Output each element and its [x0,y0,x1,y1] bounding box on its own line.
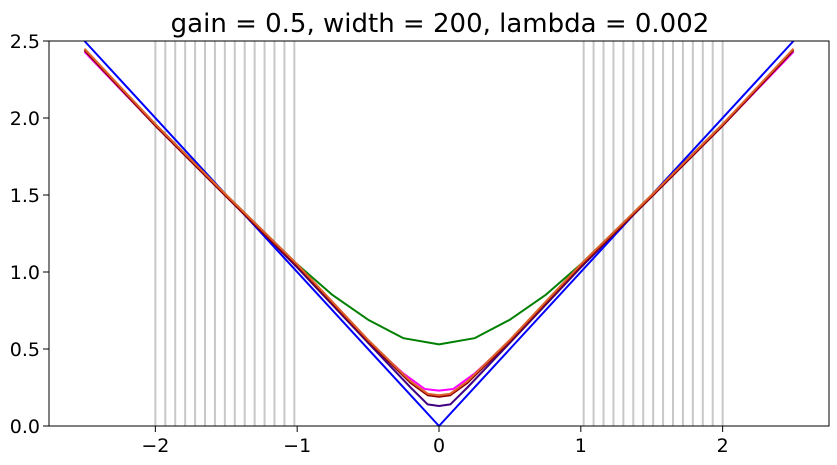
series-line-4 [83,49,795,398]
y-tick-label: 1.5 [10,185,40,207]
x-tick-label: 2 [717,435,729,457]
x-axis-ticks: −2 −1 0 1 2 [141,426,729,457]
series-lines [83,40,795,427]
x-tick-label: 1 [575,435,587,457]
x-tick-label: −2 [141,435,169,457]
series-line-0 [83,40,795,427]
chart-title: gain = 0.5, width = 200, lambda = 0.002 [171,9,710,39]
series-line-1 [83,49,795,346]
y-tick-label: 1.0 [10,262,40,284]
series-line-2 [83,51,795,392]
series-line-3 [83,49,795,407]
x-tick-label: 0 [433,435,445,457]
y-tick-label: 2.5 [10,31,40,53]
x-tick-label: −1 [283,435,311,457]
y-tick-label: 2.0 [10,108,40,130]
series-line-5 [83,48,795,397]
y-tick-label: 0.0 [10,416,40,438]
vertical-reference-lines [154,41,724,426]
y-tick-label: 0.5 [10,339,40,361]
y-axis-ticks: 0.0 0.5 1.0 1.5 2.0 2.5 [10,31,49,438]
